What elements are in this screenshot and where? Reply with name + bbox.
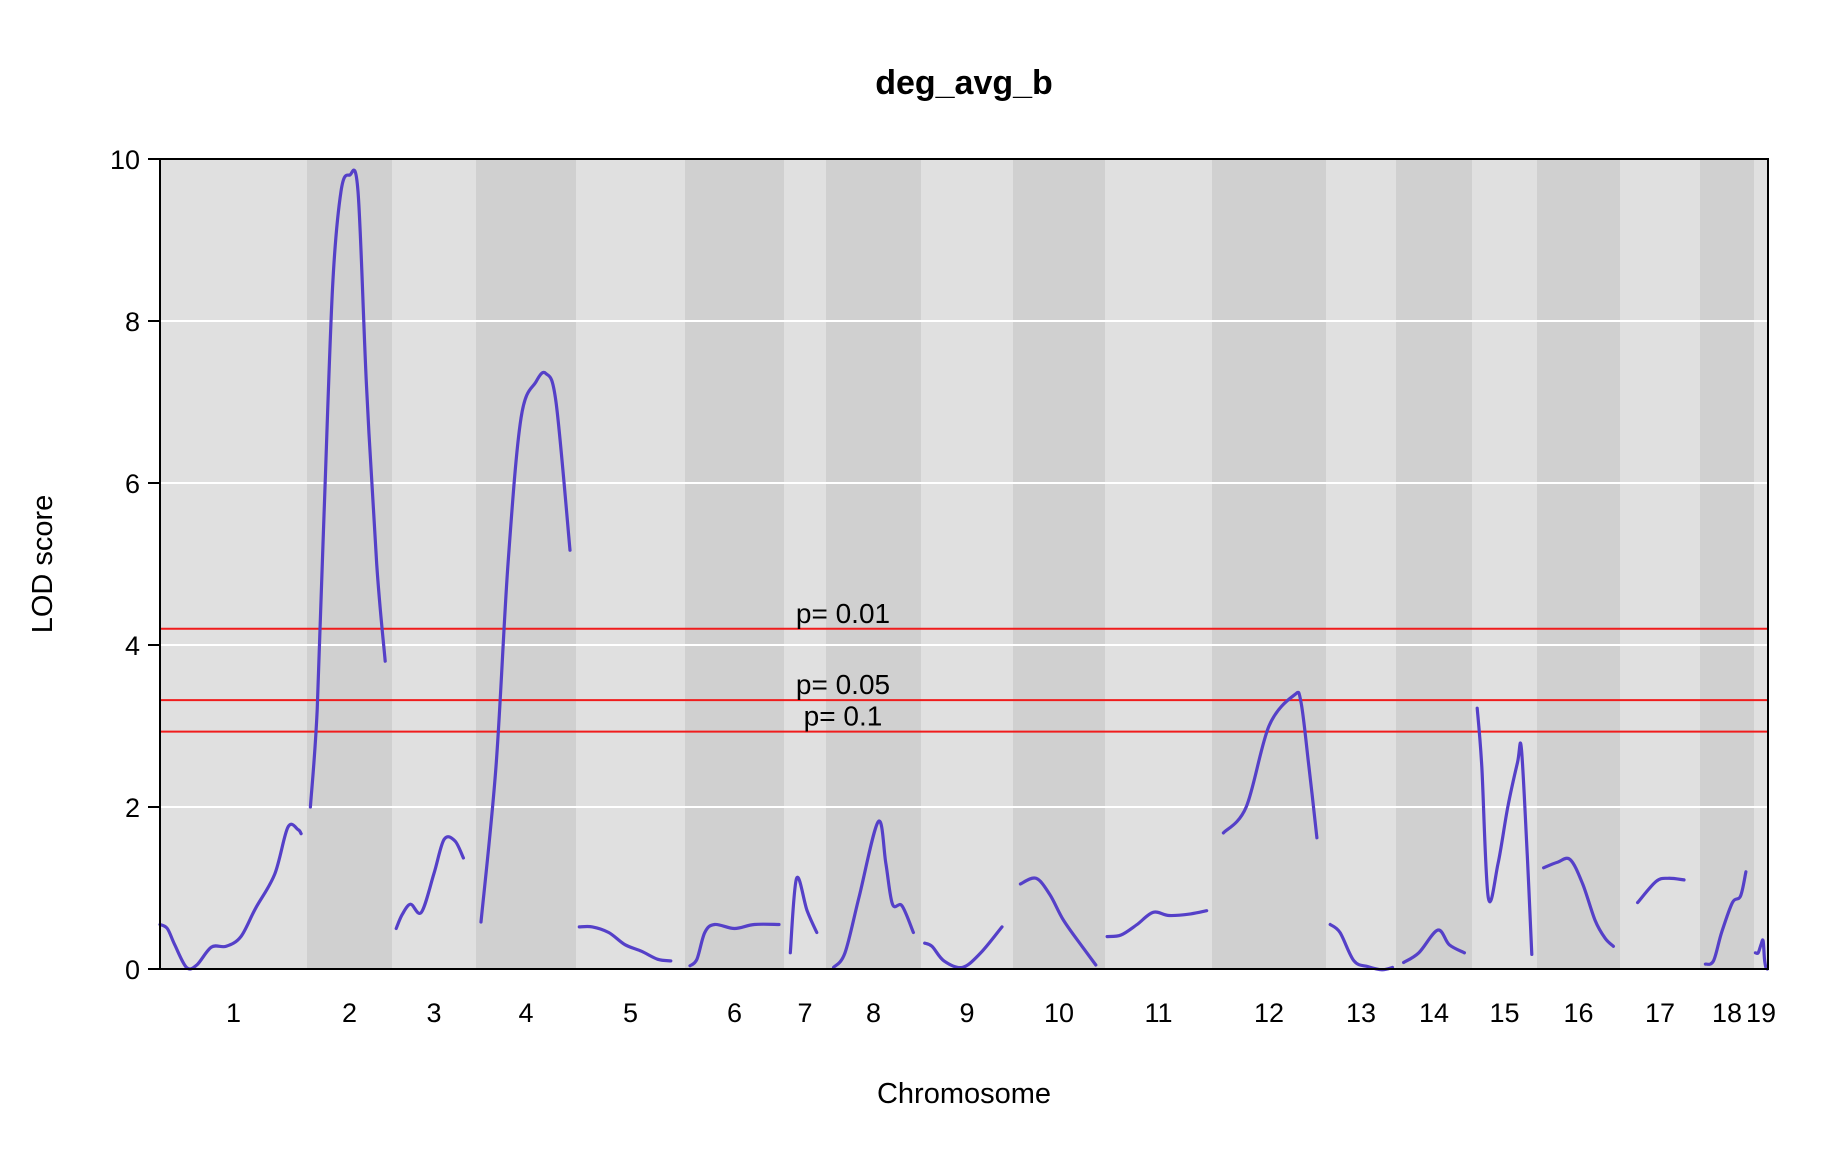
chromosome-band-7 (784, 159, 826, 969)
lod-curve-chr5 (577, 924, 673, 963)
threshold-label: p= 0.01 (796, 598, 890, 629)
x-tick-label: 9 (959, 998, 974, 1028)
chromosome-band-2 (307, 159, 392, 969)
lod-curve-chr18 (1703, 870, 1748, 966)
y-tick-label: 8 (125, 307, 140, 337)
x-axis-label: Chromosome (877, 1078, 1051, 1110)
y-axis-label: LOD score (27, 495, 59, 634)
lod-curve-chr9 (923, 925, 1004, 970)
x-tick-label: 3 (426, 998, 441, 1028)
x-tick-label: 14 (1419, 998, 1449, 1028)
x-tick-label: 13 (1346, 998, 1376, 1028)
x-tick-label: 6 (727, 998, 742, 1028)
y-tick-label: 4 (125, 631, 140, 661)
lod-curve-chr8 (832, 819, 915, 969)
x-tick-label: 2 (342, 998, 357, 1028)
threshold-lines: p= 0.01 p= 0.05p= 0.1 (160, 598, 1768, 733)
y-tick-label: 2 (125, 793, 140, 823)
chromosome-band-14 (1396, 159, 1472, 969)
lod-curve-chr3 (394, 835, 465, 931)
chromosome-band-5 (576, 159, 685, 969)
chromosome-band-16 (1537, 159, 1620, 969)
x-tick-label: 4 (518, 998, 533, 1028)
lod-curve-chr15 (1475, 706, 1534, 956)
x-tick-label: 12 (1254, 998, 1284, 1028)
chromosome-band-4 (476, 159, 576, 969)
lod-curve-chr7 (788, 875, 819, 955)
x-tick-label: 11 (1144, 998, 1172, 1028)
x-tick-label: 16 (1563, 998, 1593, 1028)
lod-curve-chr17 (1636, 876, 1686, 905)
chromosome-band-18 (1700, 159, 1754, 969)
x-tick-label: 5 (623, 998, 638, 1028)
x-tick-label: 1 (226, 998, 241, 1028)
lod-curve-chr1 (158, 822, 303, 971)
plot-frame (159, 158, 1769, 970)
chromosome-band-1 (160, 159, 307, 969)
chromosome-band-6 (685, 159, 784, 969)
lod-curve-chr4 (479, 370, 572, 924)
lod-curve-chr14 (1402, 928, 1466, 965)
chromosome-band-10 (1013, 159, 1105, 969)
x-tick-label: 17 (1645, 998, 1675, 1028)
chromosome-band-19 (1754, 159, 1768, 969)
y-tick-label: 10 (110, 145, 140, 175)
y-tick-label: 6 (125, 469, 140, 499)
threshold-label: p= 0.05 (796, 669, 890, 700)
x-tick-label: 10 (1044, 998, 1074, 1028)
chromosome-band-8 (826, 159, 921, 969)
lod-curve-chr11 (1105, 909, 1209, 939)
lod-curve-chr6 (688, 922, 781, 968)
x-tick-label: 18 (1712, 998, 1742, 1028)
x-tick-label: 7 (797, 998, 812, 1028)
lod-curve-chr16 (1542, 856, 1615, 948)
lod-curve-chr2 (308, 168, 387, 809)
chromosome-band-9 (921, 159, 1013, 969)
lod-curve-chr19 (1753, 938, 1769, 971)
chart-title: deg_avg_b (875, 64, 1053, 102)
chromosome-band-11 (1105, 159, 1212, 969)
x-tick-label: 19 (1746, 998, 1776, 1028)
chromosome-band-13 (1326, 159, 1396, 969)
lod-curves (158, 168, 1769, 972)
x-tick-label: 15 (1489, 998, 1519, 1028)
x-tick-label: 8 (866, 998, 881, 1028)
chromosome-band-3 (392, 159, 476, 969)
lod-curve-chr12 (1221, 690, 1319, 840)
threshold-label: p= 0.1 (804, 701, 883, 732)
x-axis: 1 2 3 4 5 6 7 8 9 10 11 12 13 14 15 16 17 18 19 (226, 998, 1776, 1028)
y-tick-label: 0 (125, 955, 140, 985)
y-axis: 0 2 4 6 8 10 (110, 145, 160, 985)
gridlines (160, 320, 1768, 808)
chromosome-band-12 (1212, 159, 1326, 969)
lod-curve-chr10 (1018, 876, 1098, 967)
chromosome-band-17 (1620, 159, 1700, 969)
